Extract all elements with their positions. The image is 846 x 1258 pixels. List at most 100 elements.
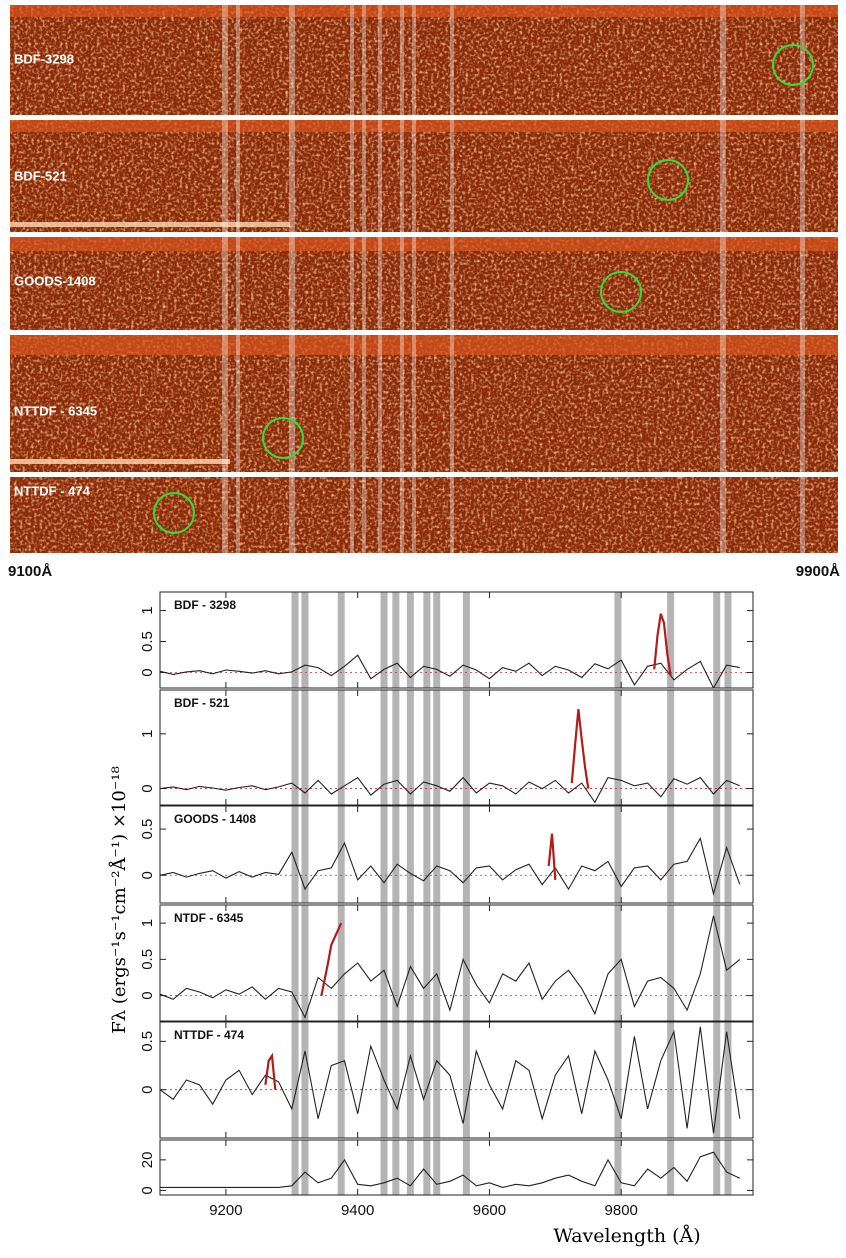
panel: 0 20 9200 9400 9600 9800	[139, 1139, 754, 1219]
sky-band	[291, 905, 299, 1021]
panel: 0 1 BDF - 521	[139, 689, 754, 806]
sky-band	[406, 905, 414, 1021]
panel-frame	[159, 1139, 754, 1196]
panel-frame	[159, 591, 754, 689]
sky-band	[724, 1022, 732, 1138]
spectra-2d: BDF-3298 BDF-521 GOODS-1408 NTTDF - 6345…	[8, 5, 840, 580]
spectrum-line	[160, 915, 741, 1019]
sky-band	[406, 1022, 414, 1138]
y-tick-label: 1	[139, 730, 156, 738]
sky-band	[462, 806, 470, 903]
sky-band	[433, 690, 441, 805]
y-tick-label: 0.5	[139, 949, 156, 970]
sky-band	[392, 592, 400, 688]
sky-band	[301, 905, 309, 1021]
sky-band	[433, 905, 441, 1021]
sky-band	[423, 905, 431, 1021]
sky-band	[667, 1140, 675, 1195]
sky-band	[433, 806, 441, 903]
sky-band	[337, 1022, 345, 1138]
x-tick-label: 9800	[605, 1202, 638, 1219]
line-markers	[153, 44, 814, 534]
sky-band	[713, 806, 721, 903]
sky-band	[614, 1022, 622, 1138]
sky-band	[713, 1140, 721, 1195]
x-tick-label: 9400	[341, 1202, 374, 1219]
sky-band	[462, 1022, 470, 1138]
spectrum-line	[264, 1052, 277, 1090]
sky-band	[291, 690, 299, 805]
wavelength-end: 9900Å	[796, 563, 840, 580]
spectrum-line	[160, 1151, 741, 1188]
panel-2d	[10, 120, 838, 232]
sky-band	[392, 690, 400, 805]
sky-band	[406, 1140, 414, 1195]
panel-frame	[159, 805, 754, 904]
sky-band	[614, 690, 622, 805]
panel-2d	[10, 335, 838, 472]
panel-2d	[10, 5, 838, 115]
sky-band	[713, 690, 721, 805]
panel-title: GOODS - 1408	[174, 812, 256, 826]
sky-band	[462, 690, 470, 805]
sky-band	[392, 806, 400, 903]
sky-band	[337, 592, 345, 688]
panel: 0 0.5 NTTDF - 474	[139, 1021, 754, 1139]
object-label: BDF-3298	[14, 51, 74, 66]
panel-2d	[10, 477, 838, 553]
wavelength-start: 9100Å	[8, 563, 52, 580]
panel-2d	[10, 237, 838, 330]
sky-band	[423, 592, 431, 688]
sky-band	[724, 806, 732, 903]
panel-title: NTTDF - 474	[174, 1028, 244, 1042]
sky-band	[423, 690, 431, 805]
spectrum-line	[547, 833, 557, 880]
sky-band	[724, 1140, 732, 1195]
sky-band	[337, 1140, 345, 1195]
y-tick-label: 0	[139, 1085, 156, 1093]
sky-band	[380, 806, 388, 903]
y-axis-label: Fλ (ergs⁻¹s⁻¹cm⁻²Å⁻¹) ×10⁻¹⁸	[108, 766, 130, 1034]
sky-band	[406, 592, 414, 688]
sky-stripes	[222, 5, 805, 553]
object-label: NTTDF - 6345	[14, 403, 97, 418]
sky-band	[380, 690, 388, 805]
sky-band	[406, 806, 414, 903]
sky-band	[423, 806, 431, 903]
y-tick-label: 0	[139, 668, 156, 676]
sky-band	[291, 592, 299, 688]
panel-frame	[159, 904, 754, 1022]
panel-frame	[159, 689, 754, 806]
sky-band	[724, 592, 732, 688]
panel-title: NTDF - 6345	[174, 911, 244, 925]
sky-band	[337, 690, 345, 805]
y-tick-label: 1	[139, 606, 156, 614]
panel: 0 0.5 GOODS - 1408	[139, 805, 754, 904]
sky-band	[406, 690, 414, 805]
spectrum-line	[320, 922, 343, 996]
sky-band	[301, 806, 309, 903]
sky-band	[433, 1022, 441, 1138]
sky-band	[301, 690, 309, 805]
sky-band	[291, 806, 299, 903]
y-tick-label: 0	[139, 1186, 156, 1194]
y-tick-label: 0	[139, 784, 156, 792]
sky-band	[462, 905, 470, 1021]
sky-band	[667, 905, 675, 1021]
sky-band	[667, 1022, 675, 1138]
sky-band	[667, 690, 675, 805]
sky-band	[614, 592, 622, 688]
sky-band	[713, 592, 721, 688]
sky-band	[392, 905, 400, 1021]
object-label: BDF-521	[14, 168, 67, 183]
y-tick-label: 0.5	[139, 819, 156, 840]
x-axis-label: Wavelength (Å)	[553, 1225, 700, 1247]
spectrum-line	[160, 836, 741, 896]
sky-band	[614, 806, 622, 903]
sky-band	[433, 1140, 441, 1195]
y-tick-label: 0	[139, 871, 156, 879]
y-tick-label: 1	[139, 919, 156, 927]
sky-band	[433, 592, 441, 688]
sky-band	[462, 1140, 470, 1195]
